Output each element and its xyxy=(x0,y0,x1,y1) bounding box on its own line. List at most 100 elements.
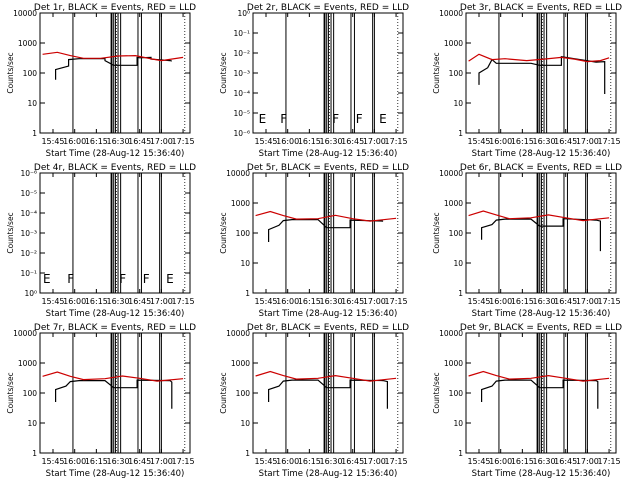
y-tick-label: 1 xyxy=(32,449,37,458)
y-tick-label: 10 xyxy=(27,419,37,428)
marker-letter: F xyxy=(143,272,150,286)
x-tick-label: 16:15 xyxy=(511,457,534,466)
x-tick-label: 17:15 xyxy=(385,297,408,306)
x-tick-label: 15:45 xyxy=(467,137,490,146)
panel-title: Det 9r, BLACK = Events, RED = LLD xyxy=(460,323,622,333)
panel-title: Det 2r, BLACK = Events, RED = LLD xyxy=(247,3,409,13)
panel-title: Det 3r, BLACK = Events, RED = LLD xyxy=(460,3,622,13)
detector-panel-8: Det 8r, BLACK = Events, RED = LLD Start T… xyxy=(219,323,409,479)
y-tick-label: 10⁻² xyxy=(233,49,250,58)
x-tick-label: 16:45 xyxy=(128,457,151,466)
x-tick-label: 16:00 xyxy=(489,297,512,306)
y-tick-label: 10⁻² xyxy=(20,249,37,258)
y-tick-label: 1 xyxy=(245,449,250,458)
y-tick-label: 100 xyxy=(449,229,464,238)
x-axis-label: Start Time (28-Aug-12 15:36:40) xyxy=(46,149,185,159)
x-tick-label: 16:45 xyxy=(554,457,577,466)
y-tick-label: 10⁻¹ xyxy=(233,29,250,38)
lld-series-line xyxy=(42,371,184,382)
y-axis-label: Counts/sec xyxy=(6,212,15,253)
marker-letter: F xyxy=(332,112,339,126)
x-axis-label: Start Time (28-Aug-12 15:36:40) xyxy=(46,309,185,319)
x-tick-label: 16:30 xyxy=(107,137,130,146)
x-axis-label: Start Time (28-Aug-12 15:36:40) xyxy=(259,309,398,319)
events-series-line xyxy=(481,379,599,409)
panel-title: Det 5r, BLACK = Events, RED = LLD xyxy=(247,163,409,173)
x-tick-label: 16:45 xyxy=(128,137,151,146)
y-tick-label: 10000 xyxy=(13,9,37,18)
detector-panel-4: Det 4r, BLACK = Events, RED = LLD Start T… xyxy=(6,163,196,319)
x-tick-label: 17:15 xyxy=(172,137,195,146)
x-tick-label: 16:30 xyxy=(533,137,556,146)
y-tick-label: 1000 xyxy=(444,199,463,208)
lld-series-line xyxy=(255,210,397,222)
x-tick-label: 16:15 xyxy=(298,297,321,306)
detector-panel-3: Det 3r, BLACK = Events, RED = LLD Start T… xyxy=(432,3,622,159)
y-tick-label: 10 xyxy=(240,259,250,268)
marker-letter: E xyxy=(166,272,174,286)
y-tick-label: 10000 xyxy=(439,169,463,178)
y-tick-label: 10⁻¹ xyxy=(20,269,37,278)
y-tick-label: 10000 xyxy=(439,329,463,338)
x-tick-label: 17:15 xyxy=(598,137,621,146)
y-axis-label: Counts/sec xyxy=(432,372,441,413)
x-tick-label: 16:15 xyxy=(511,297,534,306)
panel-title: Det 4r, BLACK = Events, RED = LLD xyxy=(34,163,196,173)
y-axis-label: Counts/sec xyxy=(432,52,441,93)
y-tick-label: 10⁻⁵ xyxy=(20,189,37,198)
x-tick-label: 16:45 xyxy=(341,297,364,306)
y-tick-label: 10000 xyxy=(439,9,463,18)
y-axis-label: Counts/sec xyxy=(6,372,15,413)
x-axis-label: Start Time (28-Aug-12 15:36:40) xyxy=(472,469,611,479)
x-tick-label: 16:00 xyxy=(489,137,512,146)
detector-panel-5: Det 5r, BLACK = Events, RED = LLD Start T… xyxy=(219,163,409,319)
y-tick-label: 100 xyxy=(449,69,464,78)
x-tick-label: 16:30 xyxy=(533,297,556,306)
x-axis-label: Start Time (28-Aug-12 15:36:40) xyxy=(46,469,185,479)
y-tick-label: 100 xyxy=(23,389,38,398)
y-tick-label: 100 xyxy=(236,389,251,398)
y-tick-label: 10⁰ xyxy=(24,289,37,298)
y-tick-label: 1000 xyxy=(18,39,37,48)
panel-title: Det 8r, BLACK = Events, RED = LLD xyxy=(247,323,409,333)
x-tick-label: 16:15 xyxy=(511,137,534,146)
x-tick-label: 16:30 xyxy=(320,297,343,306)
y-tick-label: 1000 xyxy=(18,359,37,368)
y-axis-label: Counts/sec xyxy=(219,52,228,93)
x-tick-label: 16:00 xyxy=(489,457,512,466)
y-axis-label: Counts/sec xyxy=(219,212,228,253)
x-tick-label: 15:45 xyxy=(467,457,490,466)
marker-letter: E xyxy=(43,272,51,286)
y-tick-label: 10⁻⁶ xyxy=(233,129,250,138)
x-tick-label: 15:45 xyxy=(467,297,490,306)
detector-panel-1: Det 1r, BLACK = Events, RED = LLD Start T… xyxy=(6,3,196,159)
x-axis-label: Start Time (28-Aug-12 15:36:40) xyxy=(259,149,398,159)
events-series-line xyxy=(268,219,384,242)
y-axis-label: Counts/sec xyxy=(219,372,228,413)
y-tick-label: 100 xyxy=(449,389,464,398)
y-tick-label: 10⁰ xyxy=(237,9,250,18)
x-tick-label: 17:00 xyxy=(150,137,173,146)
events-series-line xyxy=(481,218,602,252)
y-tick-label: 1 xyxy=(458,449,463,458)
y-tick-label: 10000 xyxy=(13,329,37,338)
y-tick-label: 10⁻⁶ xyxy=(20,169,37,178)
y-tick-label: 10⁻⁴ xyxy=(20,209,37,218)
detector-panel-7: Det 7r, BLACK = Events, RED = LLD Start T… xyxy=(6,323,196,479)
x-tick-label: 16:15 xyxy=(85,457,108,466)
events-series-line xyxy=(54,379,173,409)
x-tick-label: 17:00 xyxy=(150,297,173,306)
panel-title: Det 6r, BLACK = Events, RED = LLD xyxy=(460,163,622,173)
x-tick-label: 17:00 xyxy=(576,457,599,466)
x-axis-label: Start Time (28-Aug-12 15:36:40) xyxy=(259,469,398,479)
marker-letter: E xyxy=(259,112,267,126)
x-tick-label: 17:00 xyxy=(363,457,386,466)
x-tick-label: 15:45 xyxy=(254,137,277,146)
x-tick-label: 16:15 xyxy=(298,457,321,466)
x-tick-label: 17:15 xyxy=(598,457,621,466)
x-tick-label: 16:30 xyxy=(533,457,556,466)
x-tick-label: 16:45 xyxy=(554,297,577,306)
y-tick-label: 10⁻³ xyxy=(233,69,250,78)
x-tick-label: 16:00 xyxy=(63,297,86,306)
